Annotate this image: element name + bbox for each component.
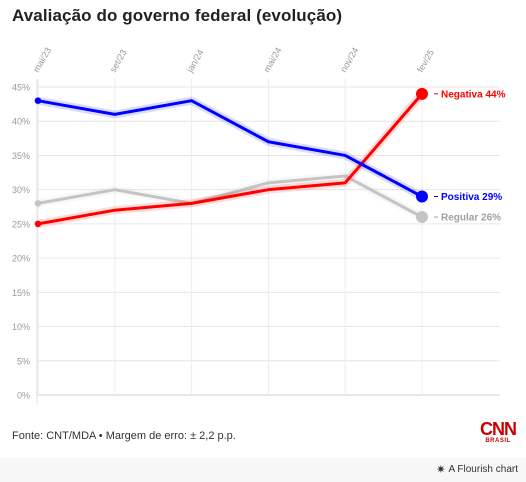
source-note: Fonte: CNT/MDA • Margem de erro: ± 2,2 p… <box>12 430 236 442</box>
x-tick-label: set/23 <box>108 48 129 74</box>
series-start-point-negativa <box>34 220 42 228</box>
series-end-point-positiva <box>416 190 428 203</box>
series-end-label-positiva: Positiva 29% <box>441 192 502 203</box>
chart-title: Avaliação do governo federal (evolução) <box>12 6 343 25</box>
series-line-negativa <box>36 92 424 226</box>
flourish-credit-link[interactable]: ✷ A Flourish chart <box>436 463 518 476</box>
y-tick-label: 0% <box>17 391 30 401</box>
flourish-star-icon: ✷ <box>436 464 446 476</box>
y-tick-label: 20% <box>12 254 30 264</box>
x-tick-label: fev/25 <box>415 48 436 74</box>
cnn-logo-sub: BRASIL <box>485 438 511 444</box>
series-start-point-regular <box>34 200 42 207</box>
x-tick-label: jan/24 <box>184 48 205 75</box>
series-end-label-negativa: Negativa 44% <box>441 89 506 100</box>
series-line-positiva <box>36 99 424 199</box>
flourish-credit-text: A Flourish chart <box>448 464 518 475</box>
line-chart: 0% 5% 10% 15% 20% 25% 30% 35% 40% 45%mai/23 set/23… <box>12 46 506 405</box>
chart-card: Avaliação do governo federal (evolução) … <box>11 6 518 450</box>
y-tick-label: 35% <box>12 151 30 161</box>
y-tick-label: 40% <box>12 117 30 127</box>
y-tick-label: 30% <box>12 185 30 195</box>
footer-bar <box>0 458 526 482</box>
y-tick-label: 25% <box>12 219 30 229</box>
y-tick-label: 45% <box>12 83 30 93</box>
x-tick-label: nov/24 <box>338 46 360 74</box>
cnn-brasil-logo: CNN BRASIL <box>478 420 518 450</box>
y-tick-label: 15% <box>12 288 30 298</box>
x-tick-label: mai/24 <box>261 46 283 74</box>
series-end-label-regular: Regular 26% <box>441 213 501 224</box>
cnn-logo-mark: CNN <box>480 419 517 439</box>
y-tick-label: 5% <box>17 356 30 366</box>
x-tick-label: mai/23 <box>31 46 53 74</box>
y-tick-label: 10% <box>12 322 30 332</box>
series-end-point-negativa <box>416 87 428 100</box>
series-end-point-regular <box>416 211 428 224</box>
series-line-regular <box>36 174 424 219</box>
series-start-point-positiva <box>34 97 42 104</box>
